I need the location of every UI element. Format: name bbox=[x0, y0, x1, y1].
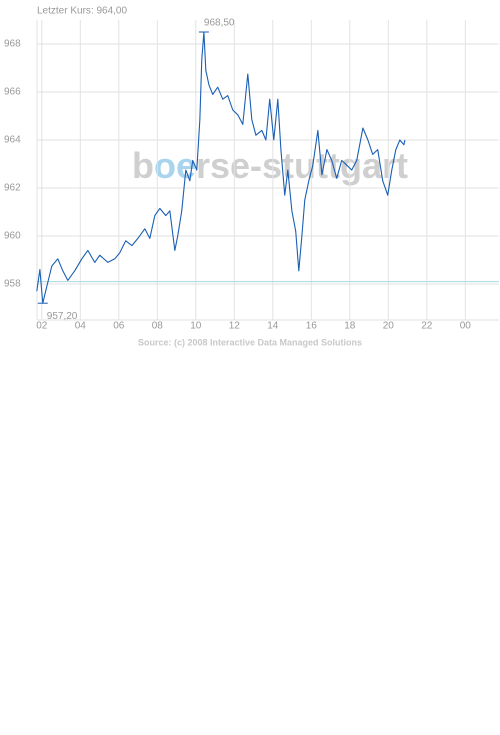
y-tick-label: 958 bbox=[4, 279, 21, 290]
extreme-label: 968,50 bbox=[204, 18, 235, 29]
x-tick-label: 16 bbox=[306, 321, 318, 332]
y-tick-label: 966 bbox=[4, 87, 21, 98]
y-tick-label: 960 bbox=[4, 231, 21, 242]
x-tick-label: 08 bbox=[152, 321, 164, 332]
x-tick-label: 22 bbox=[421, 321, 433, 332]
watermark-part: rse-stuttgart bbox=[196, 145, 408, 186]
source-note: Source: (c) 2008 Interactive Data Manage… bbox=[138, 337, 362, 347]
chart-title: Letzter Kurs: 964,00 bbox=[37, 6, 127, 17]
x-tick-label: 20 bbox=[383, 321, 395, 332]
x-tick-label: 12 bbox=[229, 321, 241, 332]
watermark-part: b bbox=[132, 145, 154, 186]
x-tick-label: 10 bbox=[190, 321, 202, 332]
x-tick-label: 06 bbox=[113, 321, 125, 332]
x-tick-label: 00 bbox=[460, 321, 472, 332]
x-tick-label: 04 bbox=[75, 321, 87, 332]
watermark: boerse-stuttgart bbox=[132, 145, 408, 186]
price-line bbox=[36, 31, 406, 304]
x-tick-label: 14 bbox=[267, 321, 279, 332]
x-tick-label: 02 bbox=[36, 321, 48, 332]
y-tick-label: 968 bbox=[4, 39, 21, 50]
extreme-label: 957,20 bbox=[47, 311, 78, 322]
y-tick-label: 964 bbox=[4, 135, 21, 146]
y-tick-label: 962 bbox=[4, 183, 21, 194]
x-tick-label: 18 bbox=[344, 321, 356, 332]
